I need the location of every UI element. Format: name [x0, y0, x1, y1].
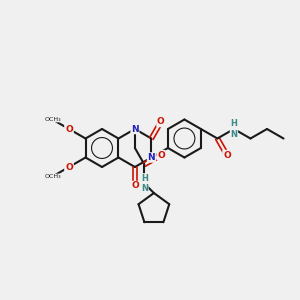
Text: O: O	[65, 124, 73, 134]
Text: H
N: H N	[141, 174, 148, 193]
Text: OCH₃: OCH₃	[44, 117, 61, 122]
Text: O: O	[65, 124, 73, 134]
Text: O: O	[65, 163, 73, 172]
Text: N: N	[131, 124, 139, 134]
Text: N: N	[148, 153, 155, 162]
Text: O: O	[157, 151, 165, 160]
Text: O: O	[157, 118, 165, 127]
Text: O: O	[223, 151, 231, 160]
Text: H
N: H N	[230, 119, 237, 139]
Text: O: O	[131, 182, 139, 190]
Text: O: O	[65, 163, 73, 172]
Text: OCH₃: OCH₃	[44, 174, 61, 179]
